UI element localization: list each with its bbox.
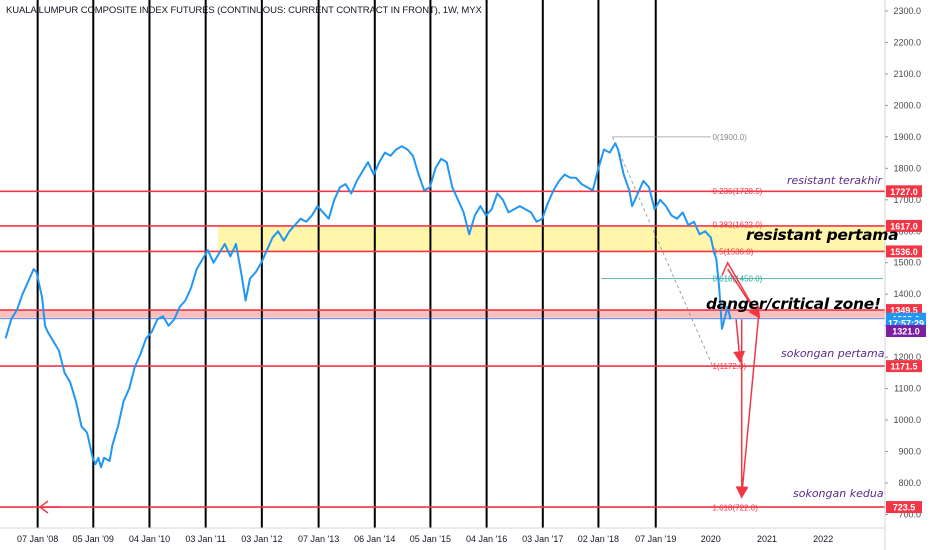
price-series-line (4, 142, 732, 469)
level-badge (886, 219, 922, 232)
annotation-danger-zone: danger/critical zone! (706, 295, 881, 313)
annotation-resistant-terakhir: resistant terakhir (787, 174, 882, 187)
x-tick-label: 07 Jan '19 (635, 534, 676, 544)
y-tick-label: 2100.0 (893, 69, 921, 79)
arrow-left-head (38, 500, 49, 514)
x-tick-label: 03 Jan '11 (185, 534, 226, 544)
x-tick-label: 07 Jan '08 (17, 534, 58, 544)
level-badge-label: 1171.5 (890, 362, 917, 372)
y-tick-label: 2000.0 (893, 100, 921, 110)
price-marker-badge (886, 325, 926, 338)
level-badge-label: 723.5 (893, 503, 916, 513)
y-tick-label: 900.0 (898, 447, 921, 457)
annotation-sokongan-kedua: sokongan kedua (793, 487, 884, 500)
fib-label: 1.618(722.0) (712, 504, 758, 513)
x-tick-label: 02 Jan '18 (578, 534, 619, 544)
annotation-sokongan-pertama: sokongan pertama (781, 347, 885, 360)
y-tick-label: 800.0 (898, 478, 921, 488)
fib-label: 0(1900.0) (712, 133, 747, 142)
x-tick-label: 03 Jan '17 (522, 534, 563, 544)
x-tick-label: 04 Jan '16 (466, 534, 507, 544)
vertical-lines-layer (36, 0, 657, 528)
price-marker-label: 17:57:29 (888, 319, 924, 329)
arrow-line (736, 316, 760, 499)
y-tick-label: 1900.0 (893, 132, 921, 142)
y-tick-label: 1700.0 (893, 195, 921, 205)
x-tick-label: 2020 (701, 534, 721, 544)
price-marker-label: 1321.0 (892, 327, 920, 337)
level-badge-label: 1536.0 (890, 247, 918, 257)
horizontal-levels-layer (0, 190, 885, 508)
annotation-resistant-pertama: resistant pertama (746, 226, 899, 244)
arrows-layer (38, 261, 761, 514)
fib-label: 0.5(1536.0) (712, 247, 753, 256)
y-tick-label: 1200.0 (893, 352, 921, 362)
arrow-line (733, 319, 746, 364)
level-badge (886, 245, 922, 258)
y-tick-label: 1400.0 (893, 289, 921, 299)
x-tick-label: 05 Jan '15 (410, 534, 451, 544)
x-tick-label: 2021 (757, 534, 777, 544)
fib-label: 0.382(1622.0) (712, 220, 762, 229)
level-badge-label: 1349.5 (890, 306, 918, 316)
x-tick-label: 06 Jan '14 (354, 534, 395, 544)
x-tick-label: 03 Jan '12 (241, 534, 282, 544)
level-badge-label: 1727.0 (890, 187, 918, 197)
level-badge (886, 185, 922, 198)
level-badge (886, 360, 922, 373)
y-tick-label: 1500.0 (893, 258, 921, 268)
x-tick-label: 05 Jan '09 (73, 534, 114, 544)
zone-band (0, 310, 885, 318)
x-tick-label: 04 Jan '10 (129, 534, 170, 544)
y-tick-label: 1000.0 (893, 415, 921, 425)
level-badge-label: 1617.0 (890, 221, 918, 231)
y-tick-label: 1100.0 (894, 384, 921, 394)
x-tick-label: 07 Jan '13 (298, 534, 339, 544)
fib-label: 0.236(1728.5) (712, 187, 762, 196)
y-tick-label: 2300.0 (893, 6, 921, 16)
fib-label: 1(1172.0) (712, 362, 746, 371)
y-tick-label: 2200.0 (893, 37, 921, 47)
y-tick-label: 1800.0 (893, 163, 921, 173)
x-tick-label: 2022 (813, 534, 833, 544)
zone-band (218, 225, 885, 252)
zones-layer (0, 225, 885, 318)
chart-title: KUALA LUMPUR COMPOSITE INDEX FUTURES (CO… (6, 5, 482, 16)
price-layer (4, 142, 732, 469)
arrow-line (721, 261, 760, 317)
level-badge (886, 501, 922, 514)
y-tick-label: 700.0 (898, 509, 921, 519)
